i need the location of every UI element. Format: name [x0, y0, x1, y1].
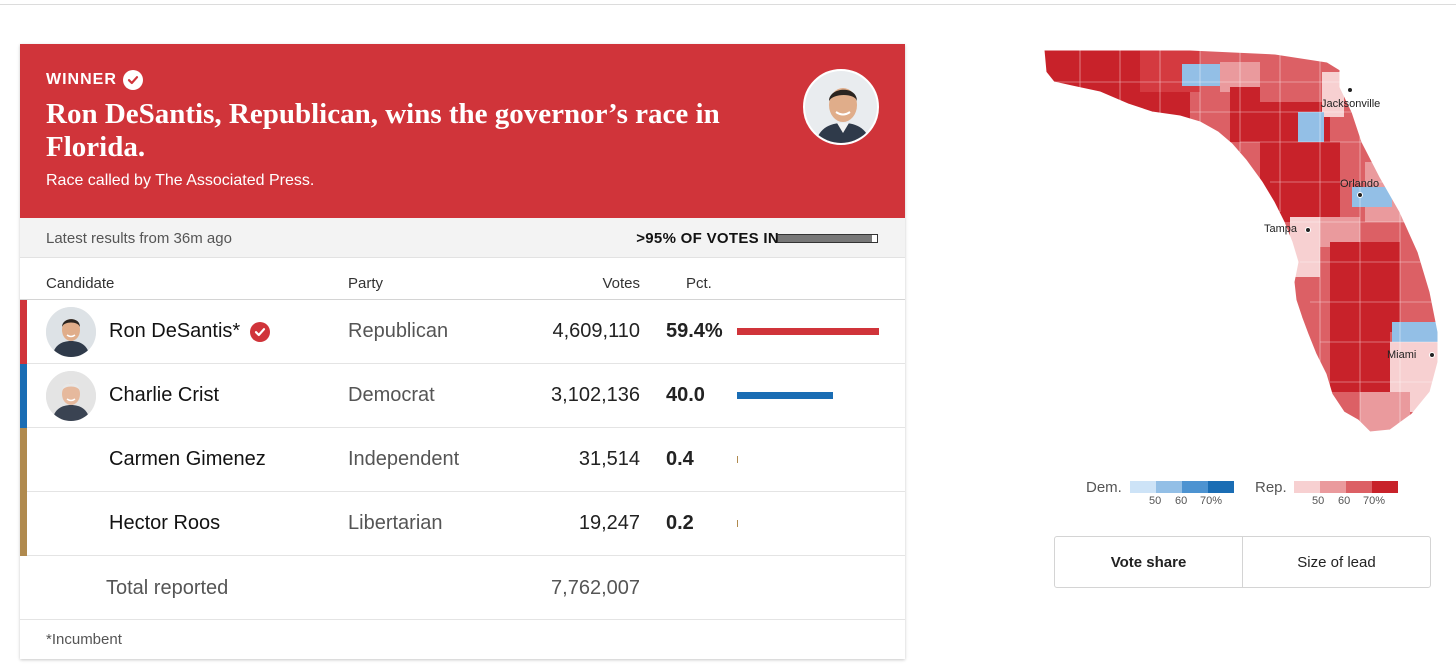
- candidate-name-text: Charlie Crist: [109, 384, 220, 406]
- total-reported-label: Total reported: [106, 577, 229, 599]
- legend-tick: 50: [1312, 495, 1325, 507]
- city-orlando: Orlando: [1340, 178, 1379, 198]
- legend-tick: 70%: [1363, 495, 1386, 507]
- vote-share-bar: [737, 328, 879, 335]
- header-candidate: Candidate: [46, 275, 115, 292]
- votes-in-progress-bar: [777, 234, 878, 243]
- legend-tick: 60: [1175, 495, 1188, 507]
- candidate-party: Libertarian: [348, 512, 443, 534]
- winner-row: WINNER: [46, 70, 143, 90]
- legend-rep-swatch: [1320, 481, 1346, 493]
- candidate-name: Charlie Crist: [109, 384, 219, 407]
- vote-share-bar-fill: [737, 456, 738, 463]
- city-tampa: Tampa: [1264, 223, 1311, 235]
- candidate-pct: 0.4: [666, 448, 694, 470]
- total-reported-row: Total reported 7,762,007: [20, 556, 905, 620]
- winner-banner: WINNER Ron DeSantis, Republican, wins th…: [20, 44, 905, 218]
- latest-results-text: Latest results from 36m ago: [46, 230, 232, 247]
- svg-text:Tampa: Tampa: [1264, 223, 1298, 235]
- table-row: Charlie Crist Democrat 3,102,136 40.0: [20, 364, 905, 428]
- legend-tick: 60: [1338, 495, 1351, 507]
- results-card: WINNER Ron DeSantis, Republican, wins th…: [20, 44, 905, 659]
- votes-in-text: >95% OF VOTES IN: [636, 230, 779, 247]
- legend-rep-swatch: [1346, 481, 1372, 493]
- candidate-votes: 31,514: [578, 448, 640, 470]
- header-votes: Votes: [602, 275, 640, 292]
- candidate-photo: [46, 371, 96, 421]
- vote-share-bar-fill: [737, 328, 879, 335]
- vote-share-bar: [737, 456, 879, 463]
- incumbent-footnote: *Incumbent: [46, 631, 122, 648]
- winner-check-icon: [250, 321, 271, 342]
- candidate-name-text: Carmen Gimenez: [109, 448, 266, 470]
- florida-county-map[interactable]: Jacksonville Orlando Tampa Miami: [1040, 42, 1445, 442]
- candidate-photo: [46, 307, 96, 357]
- candidate-name: Hector Roos: [109, 512, 220, 535]
- legend-tick: 50: [1149, 495, 1162, 507]
- race-called-text: Race called by The Associated Press.: [46, 172, 315, 189]
- legend-rep-swatch: [1372, 481, 1398, 493]
- size-of-lead-button[interactable]: Size of lead: [1297, 553, 1376, 571]
- candidate-name: Carmen Gimenez: [109, 448, 266, 471]
- winner-portrait: [803, 69, 879, 145]
- candidate-name: Ron DeSantis*: [109, 320, 271, 343]
- svg-text:Orlando: Orlando: [1340, 178, 1379, 190]
- candidate-votes: 3,102,136: [551, 384, 640, 406]
- vote-share-bar: [737, 392, 879, 399]
- header-pct: Pct.: [686, 275, 712, 292]
- top-divider: [0, 4, 1456, 5]
- vote-share-bar: [737, 520, 879, 527]
- legend-tick: 70%: [1200, 495, 1223, 507]
- svg-text:Jacksonville: Jacksonville: [1321, 98, 1380, 110]
- candidate-party: Democrat: [348, 384, 435, 406]
- legend-dem-label: Dem.: [1086, 479, 1122, 496]
- party-color-stripe: [20, 428, 27, 492]
- city-jacksonville: Jacksonville: [1321, 87, 1380, 110]
- table-row: Carmen Gimenez Independent 31,514 0.4: [20, 428, 905, 492]
- legend-dem-swatch: [1182, 481, 1208, 493]
- votes-in-progress-fill: [778, 235, 873, 242]
- candidate-votes: 4,609,110: [552, 320, 641, 342]
- legend-dem-swatch: [1156, 481, 1182, 493]
- party-color-stripe: [20, 492, 27, 556]
- legend-rep-label: Rep.: [1255, 479, 1287, 496]
- legend-dem-swatch: [1130, 481, 1156, 493]
- candidate-pct: 59.4%: [666, 320, 723, 342]
- winner-headline: Ron DeSantis, Republican, wins the gover…: [46, 98, 720, 163]
- map-legend: Dem. 50 60 70% Rep. 50 60 70%: [1086, 476, 1416, 516]
- header-party: Party: [348, 275, 384, 292]
- vote-share-bar-fill: [737, 392, 833, 399]
- total-reported-votes: 7,762,007: [551, 577, 640, 599]
- svg-text:Miami: Miami: [1387, 349, 1416, 361]
- candidate-party: Independent: [348, 448, 460, 470]
- legend-rep-swatch: [1294, 481, 1320, 493]
- city-miami: Miami: [1387, 349, 1435, 361]
- map-view-toggle: Vote share Size of lead: [1054, 536, 1431, 588]
- table-row: Ron DeSantis* Republican 4,609,110 59.4%: [20, 300, 905, 364]
- candidate-party: Republican: [348, 320, 449, 342]
- state-outline: [1043, 49, 1439, 433]
- vote-share-button[interactable]: Vote share: [1055, 537, 1243, 587]
- winner-label: WINNER: [46, 71, 117, 88]
- candidate-pct: 0.2: [666, 512, 694, 534]
- table-header: Candidate Party Votes Pct.: [20, 258, 905, 300]
- candidate-votes: 19,247: [578, 512, 640, 534]
- legend-dem-swatch: [1208, 481, 1234, 493]
- table-row: Hector Roos Libertarian 19,247 0.2: [20, 492, 905, 556]
- candidate-name-text: Hector Roos: [109, 512, 221, 534]
- checkmark-icon: [122, 70, 143, 90]
- candidate-pct: 40.0: [666, 384, 705, 406]
- party-color-stripe: [20, 300, 27, 364]
- party-color-stripe: [20, 364, 27, 428]
- candidate-name-text: Ron DeSantis*: [109, 320, 241, 342]
- results-status-bar: Latest results from 36m ago >95% OF VOTE…: [20, 218, 905, 258]
